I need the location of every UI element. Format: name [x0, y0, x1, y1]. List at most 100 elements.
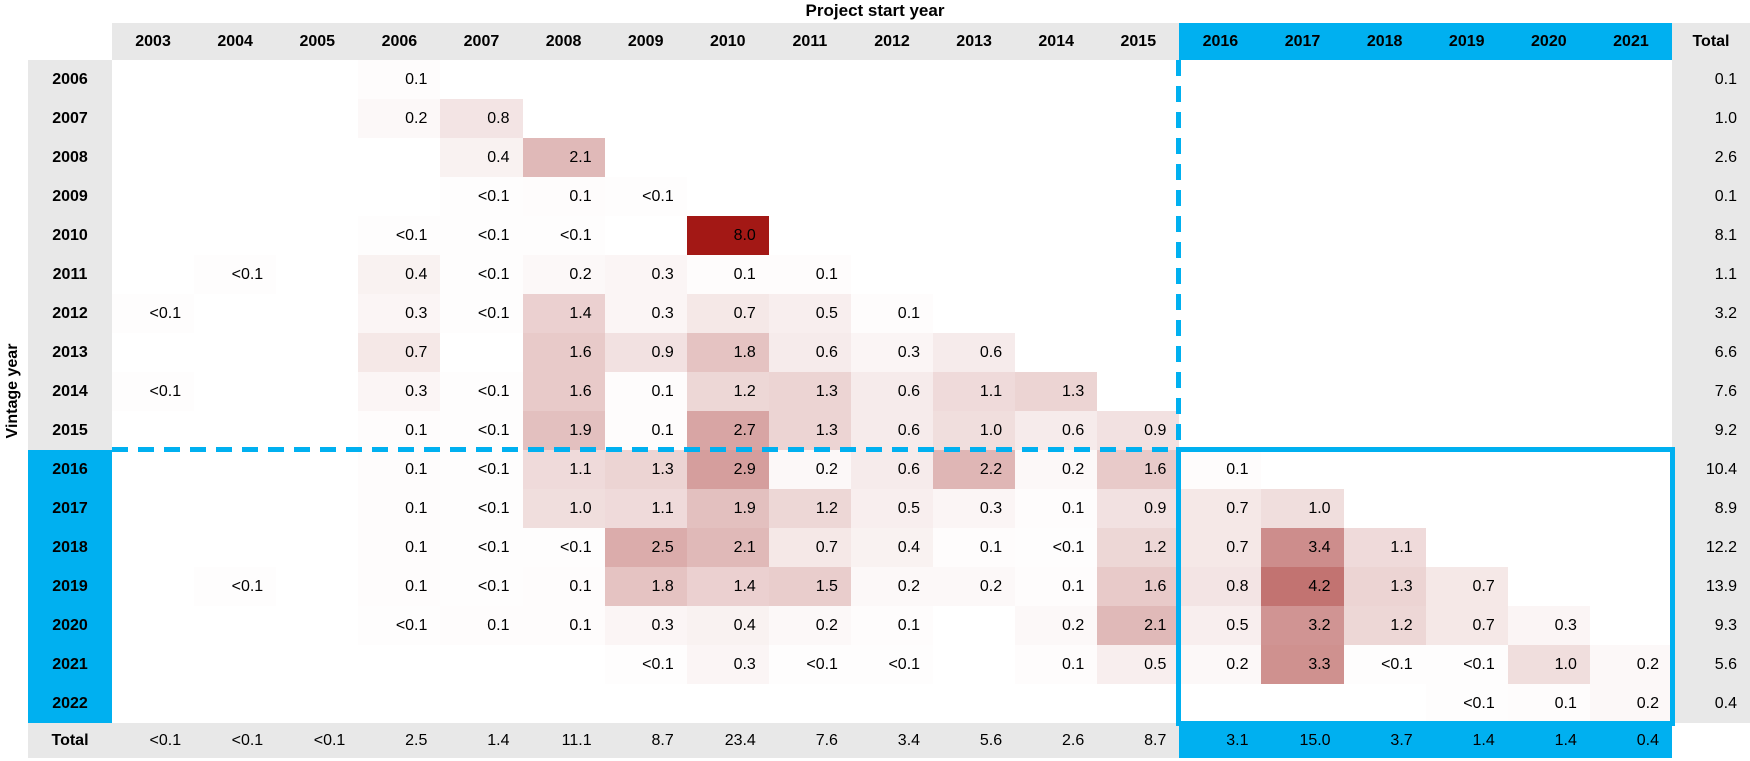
cell-2018-2021: [1590, 528, 1672, 567]
cell-2006-2006: 0.1: [358, 60, 441, 99]
cell-2013-2017: [1261, 333, 1343, 372]
cell-2020-2013: [933, 606, 1015, 645]
cell-2009-2014: [1015, 177, 1097, 216]
cell-2009-2004: [194, 177, 276, 216]
cell-2015-2010: 2.7: [686, 411, 769, 450]
col-header-2015: 2015: [1097, 23, 1180, 60]
cell-2015-2015: 0.9: [1097, 411, 1180, 450]
cell-2014-2021: [1590, 372, 1672, 411]
cell-2014-2008: 1.6: [522, 372, 605, 411]
row-total-2018: 12.2: [1671, 528, 1750, 567]
cell-2009-2003: [112, 177, 194, 216]
cell-2008-2016: [1179, 138, 1261, 177]
cell-2019-2007: <0.1: [440, 567, 523, 606]
cell-2011-2010: 0.1: [686, 255, 769, 294]
col-total-2019: 1.4: [1425, 723, 1508, 758]
col-total-2017: 15.0: [1261, 723, 1344, 758]
row-total-2009: 0.1: [1671, 177, 1750, 216]
x-axis-title: Project start year: [805, 1, 945, 20]
cell-2010-2011: [769, 216, 851, 255]
row-total-2015: 9.2: [1671, 411, 1750, 450]
cell-2021-2004: [194, 645, 276, 684]
cell-2013-2005: [276, 333, 358, 372]
row-header-2016: 2016: [28, 450, 112, 489]
cell-2015-2016: [1179, 411, 1261, 450]
cell-2017-2015: 0.9: [1097, 489, 1180, 528]
cell-2011-2013: [933, 255, 1015, 294]
cell-2017-2011: 1.2: [768, 489, 851, 528]
col-total-2011: 7.6: [768, 723, 851, 758]
row-header-2019: 2019: [28, 567, 112, 606]
row-total-2021: 5.6: [1671, 645, 1750, 684]
row-total-2017: 8.9: [1671, 489, 1750, 528]
cell-2021-2011: <0.1: [768, 645, 851, 684]
cell-2015-2005: [276, 411, 358, 450]
cell-2020-2018: 1.2: [1343, 606, 1426, 645]
cell-2022-2010: [687, 684, 769, 723]
cell-2016-2016: 0.1: [1179, 450, 1262, 489]
cell-2013-2007: [440, 333, 522, 372]
cell-2018-2014: <0.1: [1015, 528, 1098, 567]
corner-cell: [28, 23, 112, 60]
cell-2013-2020: [1508, 333, 1590, 372]
col-total-2018: 3.7: [1343, 723, 1426, 758]
cell-2015-2019: [1426, 411, 1508, 450]
cell-2018-2016: 0.7: [1179, 528, 1262, 567]
cell-2018-2004: [194, 528, 276, 567]
col-total-2005: <0.1: [276, 723, 359, 758]
cell-2016-2005: [276, 450, 358, 489]
cell-2012-2018: [1344, 294, 1426, 333]
cell-2017-2013: 0.3: [933, 489, 1016, 528]
cell-2010-2007: <0.1: [440, 216, 523, 255]
cell-2019-2019: 0.7: [1425, 567, 1508, 606]
col-header-2003: 2003: [112, 23, 195, 60]
row-header-2010: 2010: [28, 216, 112, 255]
cell-2016-2021: [1590, 450, 1672, 489]
cell-2022-2021: 0.2: [1589, 684, 1672, 723]
cell-2013-2009: 0.9: [604, 333, 687, 372]
cell-2006-2019: [1426, 60, 1508, 99]
col-header-2006: 2006: [358, 23, 441, 60]
cell-2009-2010: [687, 177, 769, 216]
cell-2014-2015: [1097, 372, 1179, 411]
cell-2016-2007: <0.1: [440, 450, 523, 489]
cell-2018-2019: [1426, 528, 1508, 567]
cell-2021-2018: <0.1: [1343, 645, 1426, 684]
cell-2016-2003: [112, 450, 194, 489]
col-header-2004: 2004: [194, 23, 277, 60]
row-total-2006: 0.1: [1671, 60, 1750, 99]
cell-2015-2009: 0.1: [604, 411, 687, 450]
row-total-2013: 6.6: [1671, 333, 1750, 372]
cell-2011-2014: [1015, 255, 1097, 294]
col-total-2020: 1.4: [1507, 723, 1590, 758]
cell-2006-2016: [1179, 60, 1261, 99]
cell-2018-2012: 0.4: [850, 528, 934, 567]
cell-2022-2017: [1261, 684, 1343, 723]
cell-2012-2011: 0.5: [768, 294, 851, 333]
row-header-2009: 2009: [28, 177, 112, 216]
cell-2021-2021: 0.2: [1589, 645, 1672, 684]
cell-2006-2008: [523, 60, 605, 99]
cell-2013-2018: [1344, 333, 1426, 372]
cell-2020-2014: 0.2: [1015, 606, 1098, 645]
cell-2016-2014: 0.2: [1015, 450, 1098, 489]
cell-2012-2020: [1508, 294, 1590, 333]
cell-2016-2011: 0.2: [768, 450, 851, 489]
cell-2018-2006: 0.1: [358, 528, 441, 567]
cell-2018-2008: <0.1: [522, 528, 605, 567]
cell-2019-2009: 1.8: [604, 567, 687, 606]
cell-2008-2012: [851, 138, 933, 177]
cell-2019-2020: [1508, 567, 1590, 606]
cell-2018-2011: 0.7: [768, 528, 851, 567]
cell-2022-2008: [523, 684, 605, 723]
cell-2011-2012: [851, 255, 933, 294]
cell-2011-2017: [1261, 255, 1343, 294]
col-header-2019: 2019: [1425, 23, 1508, 60]
cell-2009-2015: [1097, 177, 1179, 216]
cell-2007-2012: [851, 99, 933, 138]
cell-2019-2006: 0.1: [358, 567, 441, 606]
row-total-2022: 0.4: [1671, 684, 1750, 723]
cell-2008-2014: [1015, 138, 1097, 177]
cell-2019-2012: 0.2: [850, 567, 934, 606]
